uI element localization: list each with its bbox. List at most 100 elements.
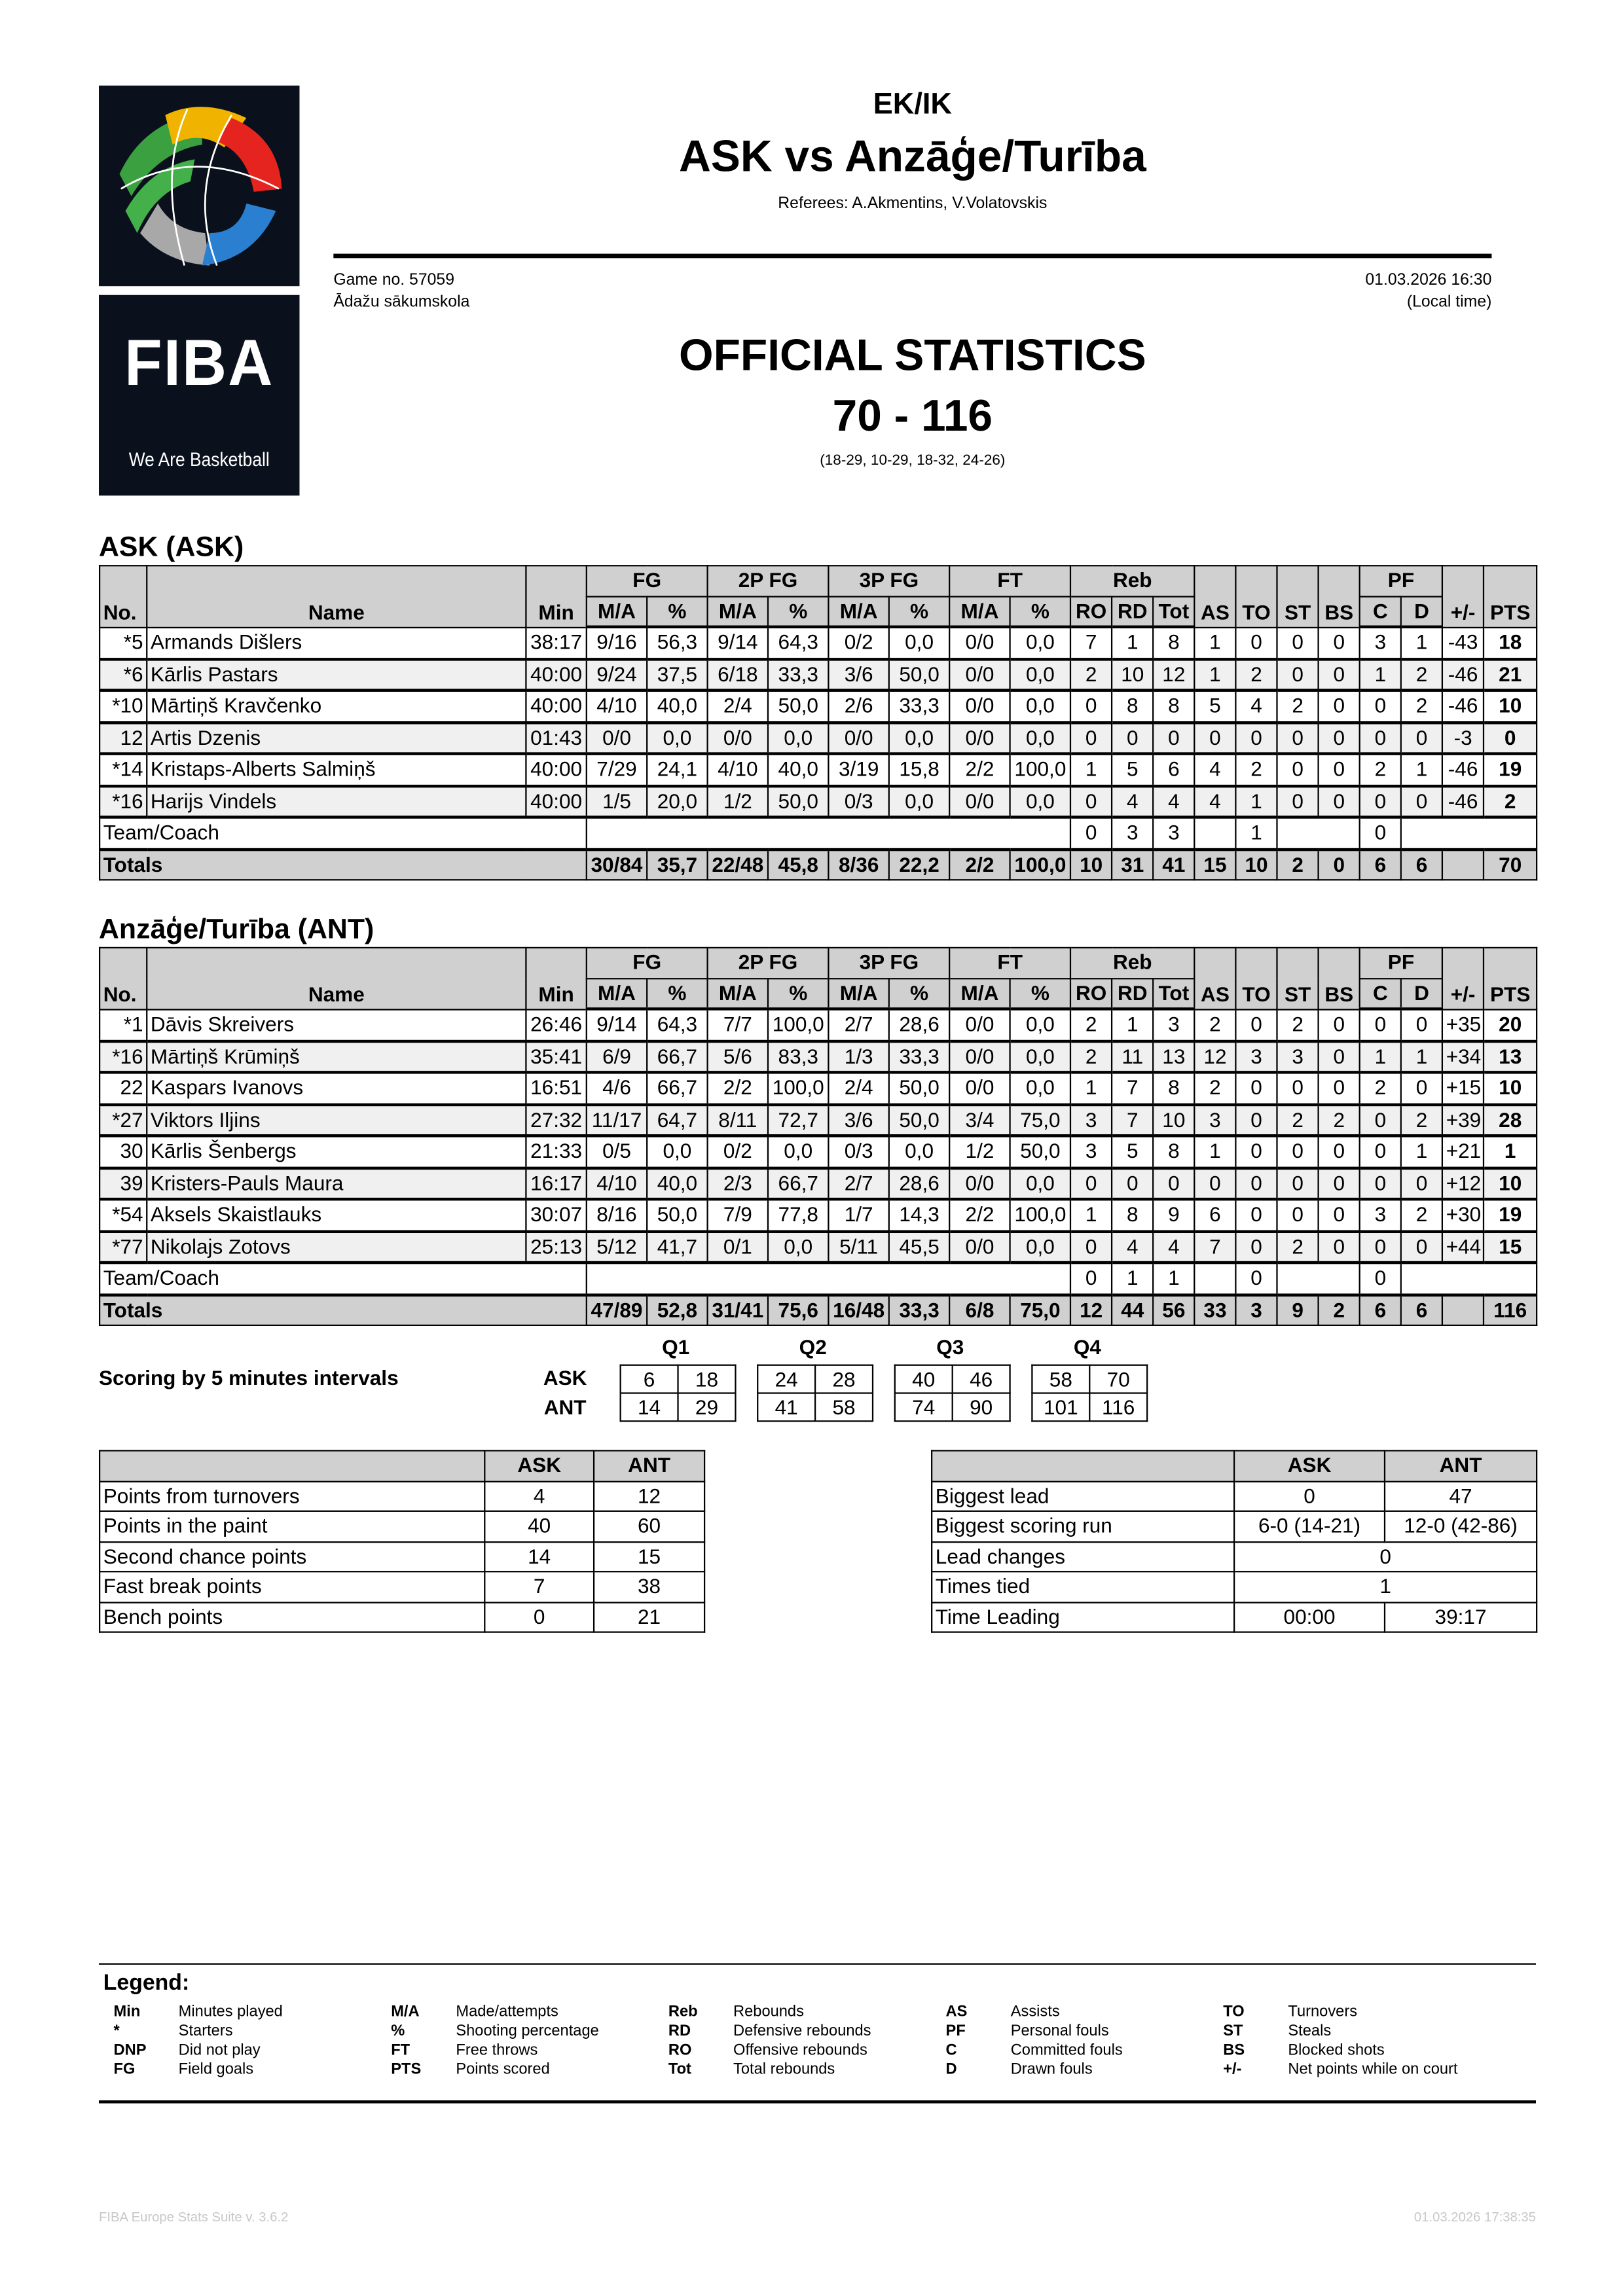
cell-ft-ma: 2/2: [949, 753, 1011, 787]
header-blank: No.: [98, 946, 148, 1010]
header-ft-ma: M/A: [949, 595, 1011, 629]
cell-total-d: 6: [1400, 1293, 1444, 1326]
cell-min: 40:00: [525, 784, 587, 819]
header-c: C: [1359, 977, 1402, 1011]
cell-tot: 4: [1152, 1230, 1195, 1265]
lead-label: Times tied: [931, 1571, 1235, 1603]
interval-score: 24: [757, 1364, 816, 1394]
cell-bs: 0: [1317, 626, 1360, 660]
interval-score: 18: [677, 1364, 737, 1394]
header-min: Min: [525, 946, 587, 1010]
cell-2p-pct: 50,0: [767, 784, 830, 819]
cell-d: 0: [1400, 1230, 1444, 1265]
player-row: *77 Nikolajs Zotovs 25:13 5/12 41,7 0/1 0,0 5/1…: [98, 1230, 1538, 1265]
cell-plus-minus: -3: [1441, 721, 1485, 755]
header-ro: RO: [1070, 595, 1113, 629]
cell-c: 3: [1359, 626, 1402, 660]
cell-2p-pct: 33,3: [767, 658, 830, 692]
cell-min: 16:17: [525, 1166, 587, 1201]
header-group-ft: FT: [949, 946, 1072, 979]
cell-2p-pct: 0,0: [767, 721, 830, 755]
player-row: *10 Mārtiņš Kravčenko 40:00 4/10 40,0 2/4 50,0…: [98, 689, 1538, 724]
points-value-ant: 15: [593, 1540, 706, 1573]
cell-as: 4: [1194, 784, 1237, 819]
cell-bs: 0: [1317, 1008, 1360, 1043]
referees: Referees: A.Akmentins, V.Volatovskis: [778, 194, 1048, 213]
cell-to: 0: [1235, 1103, 1278, 1138]
cell-2p-pct: 64,3: [767, 626, 830, 660]
cell-c: 0: [1359, 1166, 1402, 1201]
lead-value: 1: [1233, 1571, 1538, 1603]
cell-total-2p-pct: 75,6: [767, 1293, 830, 1326]
cell-fg-ma: 4/6: [585, 1071, 648, 1106]
cell-to: 0: [1235, 721, 1278, 755]
cell-as: 0: [1194, 721, 1237, 755]
header-row-groups: No. Name Min FG 2P FG 3P FG FT Reb AS TO ST BS PF +/-…: [98, 565, 1538, 628]
points-value-ask: 14: [484, 1540, 595, 1573]
points-row: Fast break points 7 38: [98, 1571, 706, 1603]
cell-ro: 0: [1070, 1230, 1113, 1265]
cell-fg-pct: 41,7: [646, 1230, 708, 1265]
cell-ft-ma: 0/0: [949, 721, 1011, 755]
cell-total-2p-ma: 31/41: [706, 1293, 769, 1326]
cell-2p-ma: 4/10: [706, 753, 769, 787]
cell-total-2p-pct: 45,8: [767, 847, 830, 881]
cell-d: 2: [1400, 658, 1444, 692]
cell-total-ft-pct: 75,0: [1009, 1293, 1072, 1326]
cell-bs: 0: [1317, 658, 1360, 692]
header-group-fg: FG: [585, 565, 708, 597]
lead-value-ask: 0: [1233, 1480, 1386, 1512]
cell-plus-minus: +12: [1441, 1166, 1485, 1201]
points-row: Second chance points 14 15: [98, 1540, 706, 1573]
cell-no: *16: [98, 784, 148, 819]
cell-to: 0: [1235, 1008, 1278, 1043]
fiba-logo: FIBA We Are Basketball: [98, 295, 300, 496]
lead-label: Biggest scoring run: [931, 1510, 1235, 1543]
cell-blank: [1276, 1261, 1360, 1295]
cell-st: 0: [1276, 1166, 1319, 1201]
fiba-ball-logo: [98, 85, 300, 287]
points-value-ant: 21: [593, 1601, 706, 1633]
legend-desc: Offensive rebounds: [733, 2041, 867, 2060]
fiba-logo-text: FIBA: [124, 327, 274, 400]
cell-tot: 8: [1152, 1135, 1195, 1169]
cell-pts: 18: [1483, 626, 1538, 660]
cell-fg-pct: 0,0: [646, 1135, 708, 1169]
points-label: Points in the paint: [98, 1510, 486, 1543]
cell-st: 3: [1276, 1039, 1319, 1074]
legend-title: Legend:: [103, 1970, 190, 1996]
cell-ft-pct: 0,0: [1009, 1071, 1072, 1106]
points-value-ant: 60: [593, 1510, 706, 1543]
cell-3p-pct: 50,0: [888, 1071, 951, 1106]
header-group-3pfg: 3P FG: [828, 946, 951, 979]
cell-as: [1194, 1261, 1237, 1295]
cell-bs: 0: [1317, 1039, 1360, 1074]
cell-pts: 19: [1483, 1198, 1538, 1232]
legend-abbr: RD: [668, 2022, 691, 2040]
header-rd: RD: [1111, 977, 1154, 1011]
lead-label: Time Leading: [931, 1601, 1235, 1633]
header-tot: Tot: [1152, 595, 1195, 629]
cell-ft-pct: 0,0: [1009, 1008, 1072, 1043]
cell-to: 3: [1235, 1039, 1278, 1074]
points-value-ask: 4: [484, 1480, 595, 1512]
cell-3p-ma: 1/3: [828, 1039, 890, 1074]
cell-ft-ma: 0/0: [949, 784, 1011, 819]
cell-fg-ma: 0/0: [585, 721, 648, 755]
cell-ft-pct: 0,0: [1009, 1039, 1072, 1074]
legend-abbr: PF: [945, 2022, 966, 2040]
header-group-reb: Reb: [1070, 565, 1195, 597]
cell-no: *14: [98, 753, 148, 787]
header-ft-pct: %: [1009, 977, 1072, 1011]
header-c: C: [1359, 595, 1402, 629]
cell-2p-ma: 0/0: [706, 721, 769, 755]
player-row: 12 Artis Dzenis 01:43 0/0 0,0 0/0 0,0 0/0 0,0 0/0…: [98, 721, 1538, 755]
cell-ro: 0: [1070, 1261, 1113, 1295]
cell-as: [1194, 816, 1237, 850]
player-row: *16 Mārtiņš Krūmiņš 35:41 6/9 66,7 5/6 83,3 1/3…: [98, 1039, 1538, 1074]
cell-as: 2: [1194, 1008, 1237, 1043]
quarter-label-q2: Q2: [799, 1335, 827, 1359]
cell-3p-ma: 3/6: [828, 658, 890, 692]
cell-ft-pct: 0,0: [1009, 626, 1072, 660]
